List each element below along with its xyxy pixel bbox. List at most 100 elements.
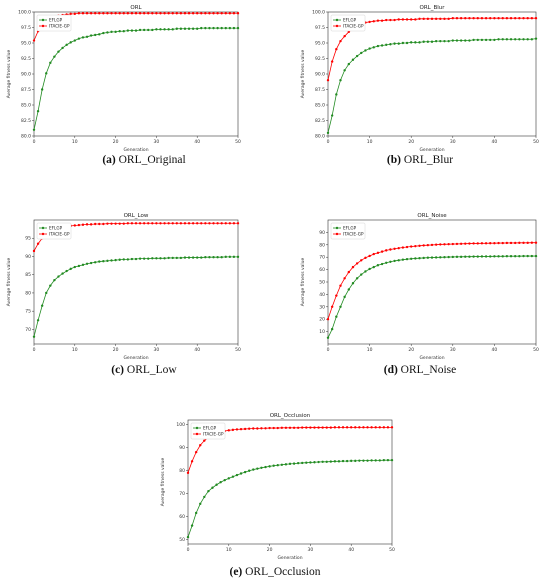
caption-orl-occlusion: (e) ORL_Occlusion bbox=[175, 566, 375, 578]
caption-orl-original: (a) ORL_Original bbox=[44, 154, 244, 166]
data-point bbox=[200, 256, 203, 259]
data-point bbox=[518, 17, 521, 20]
y-tick-label: 100.0 bbox=[312, 10, 325, 16]
data-point bbox=[186, 535, 190, 539]
data-point bbox=[142, 222, 146, 225]
data-point bbox=[53, 55, 56, 58]
caption-text: ORL_Occlusion bbox=[245, 566, 321, 578]
data-point bbox=[142, 28, 146, 32]
x-tick-label: 0 bbox=[327, 139, 330, 145]
data-point bbox=[405, 257, 409, 261]
data-point bbox=[455, 255, 459, 259]
data-point bbox=[94, 222, 97, 226]
data-point bbox=[401, 18, 405, 21]
x-tick-label: 10 bbox=[367, 139, 373, 145]
data-point bbox=[284, 426, 288, 430]
data-point bbox=[208, 222, 211, 225]
legend-label: EFLGP bbox=[203, 426, 217, 431]
data-point bbox=[236, 222, 240, 225]
data-point bbox=[534, 17, 538, 20]
data-point bbox=[455, 242, 459, 246]
data-point bbox=[518, 241, 521, 245]
data-point bbox=[422, 40, 425, 43]
x-axis-label: Generation bbox=[123, 355, 148, 361]
data-point bbox=[89, 223, 93, 226]
data-point bbox=[321, 460, 324, 463]
data-point bbox=[32, 249, 36, 253]
data-point bbox=[159, 257, 162, 260]
data-point bbox=[480, 17, 484, 20]
data-point bbox=[204, 26, 207, 30]
series-eflgp bbox=[32, 26, 240, 131]
y-tick-label: 60 bbox=[179, 514, 185, 520]
data-point bbox=[196, 12, 199, 15]
y-tick-label: 82.5 bbox=[21, 118, 31, 124]
data-point bbox=[45, 291, 48, 295]
data-point bbox=[354, 426, 357, 429]
data-point bbox=[309, 461, 312, 464]
data-point bbox=[514, 241, 517, 245]
data-point bbox=[422, 256, 425, 260]
data-point bbox=[216, 222, 219, 225]
data-point bbox=[53, 278, 56, 282]
caption-tag: (d) bbox=[383, 364, 398, 376]
data-point bbox=[98, 33, 101, 36]
data-point bbox=[130, 12, 134, 15]
data-point bbox=[122, 30, 125, 33]
data-point bbox=[426, 243, 430, 247]
data-point bbox=[526, 38, 529, 41]
data-point bbox=[451, 39, 454, 42]
data-point bbox=[256, 427, 259, 430]
data-point bbox=[142, 12, 146, 15]
data-point bbox=[317, 426, 320, 429]
data-point bbox=[313, 461, 316, 464]
data-point bbox=[376, 19, 380, 22]
data-point bbox=[204, 222, 207, 225]
series-line bbox=[33, 27, 238, 130]
legend-label: ITACIE-GP bbox=[343, 24, 364, 29]
data-point bbox=[368, 20, 371, 24]
y-tick-label: 80 bbox=[319, 242, 325, 248]
legend-box bbox=[36, 222, 72, 240]
data-point bbox=[183, 222, 187, 225]
data-point bbox=[464, 242, 467, 245]
data-point bbox=[355, 262, 359, 265]
data-point bbox=[284, 463, 288, 466]
data-point bbox=[329, 426, 332, 429]
legend-marker bbox=[41, 226, 45, 230]
data-point bbox=[364, 270, 367, 273]
caption-orl-blur: (b) ORL_Blur bbox=[320, 154, 520, 166]
data-point bbox=[374, 459, 377, 462]
data-point bbox=[434, 39, 438, 43]
x-tick-label: 40 bbox=[194, 347, 200, 353]
data-point bbox=[69, 12, 72, 16]
data-point bbox=[191, 256, 195, 259]
data-point bbox=[530, 254, 534, 258]
chart-svg: ORL_Blur 0 10 20 30 40 50 80.0 82.5 85.0 87.5 90.0 9… bbox=[300, 5, 539, 153]
data-point bbox=[476, 242, 479, 245]
y-tick-label: 100.0 bbox=[18, 10, 31, 16]
data-point bbox=[326, 318, 330, 321]
y-tick-label: 95 bbox=[25, 236, 31, 242]
data-point bbox=[484, 38, 488, 42]
data-point bbox=[426, 256, 430, 259]
data-point bbox=[215, 483, 218, 486]
legend-label: ITACIE-GP bbox=[49, 24, 70, 29]
y-tick-label: 92.5 bbox=[315, 56, 325, 62]
data-point bbox=[223, 478, 226, 482]
legend-label: EFLGP bbox=[343, 18, 357, 23]
data-point bbox=[343, 69, 346, 72]
y-tick-label: 50 bbox=[179, 537, 185, 543]
data-point bbox=[451, 242, 454, 246]
data-point bbox=[163, 28, 166, 31]
data-point bbox=[122, 12, 125, 15]
data-point bbox=[89, 34, 93, 37]
data-point bbox=[200, 26, 203, 30]
data-point bbox=[32, 39, 36, 42]
caption-tag: (a) bbox=[102, 154, 116, 166]
chart-title: ORL bbox=[130, 5, 142, 11]
data-point bbox=[232, 255, 236, 259]
data-point bbox=[232, 222, 236, 225]
data-point bbox=[339, 39, 342, 43]
